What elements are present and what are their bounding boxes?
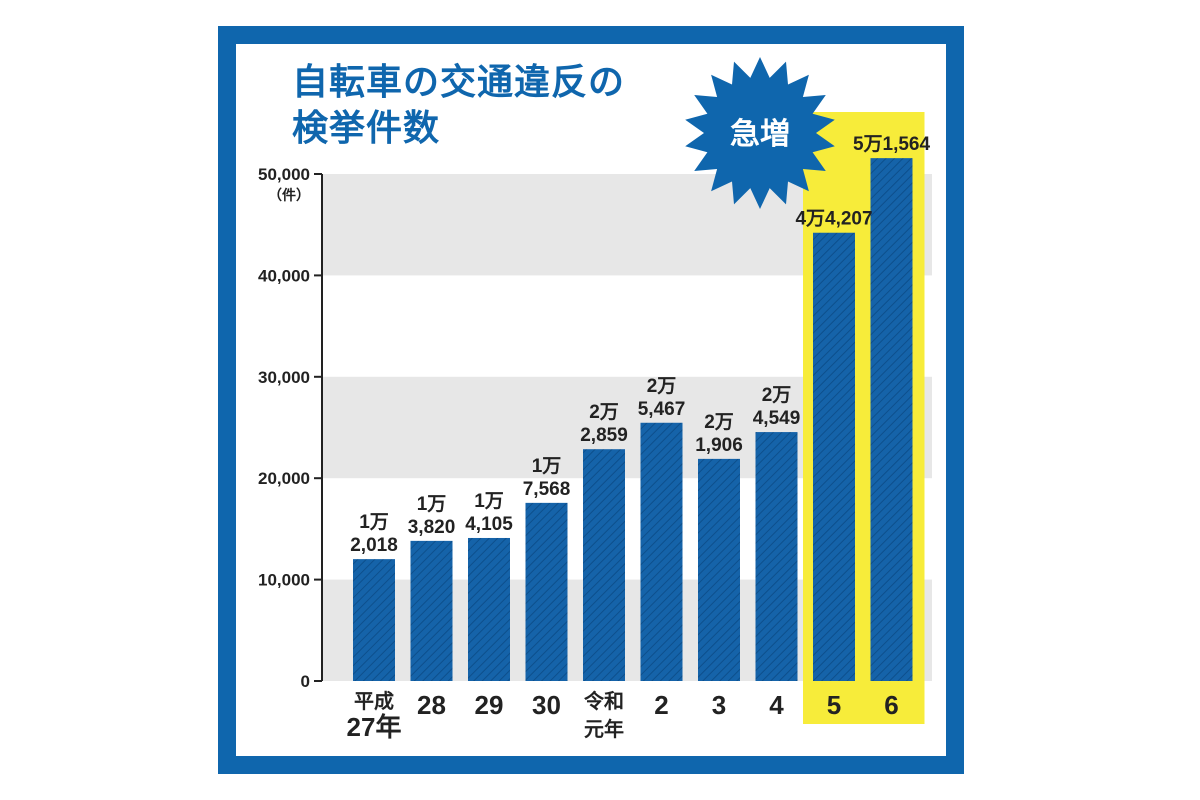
x-tick-label: 27年 (347, 712, 402, 742)
x-tick-label: 令和 (584, 689, 624, 713)
chart-title-line-1: 自転車の交通違反の (292, 62, 626, 103)
callout-burst: 急増 (685, 57, 835, 209)
x-tick-label: 2 (654, 690, 668, 720)
y-tick-label: 50,000 (258, 165, 310, 184)
bars (353, 158, 913, 681)
bar (698, 458, 740, 681)
data-label: 4,549 (753, 408, 801, 429)
data-label: 1万 (417, 494, 447, 515)
y-tick-label: 20,000 (258, 469, 310, 488)
bar (755, 432, 798, 681)
data-label: 3,820 (408, 517, 456, 538)
x-tick-label: 5 (827, 690, 841, 720)
data-labels: 1万2,0181万3,8201万4,1051万7,5682万2,8592万5,4… (350, 134, 930, 556)
data-label: 4万4,207 (795, 209, 872, 230)
data-label: 5万1,564 (853, 134, 931, 155)
data-label: 1,906 (695, 435, 743, 456)
x-tick-label: 28 (417, 690, 446, 720)
y-tick-label: 10,000 (258, 571, 310, 590)
data-label: 7,568 (523, 479, 571, 500)
bar (525, 502, 568, 681)
y-axis-unit: （件） (268, 187, 310, 204)
data-label: 2万 (704, 412, 734, 433)
bar (468, 537, 510, 681)
x-tick-label: 平成 (354, 689, 394, 713)
data-label: 1万 (359, 512, 389, 533)
data-label: 2,859 (580, 425, 628, 446)
x-tick-label: 6 (884, 690, 898, 720)
y-tick-label: 30,000 (258, 368, 310, 387)
data-label: 2万 (589, 402, 619, 423)
data-label: 1万 (474, 491, 504, 512)
chart-title: 自転車の交通違反の 検挙件数 (292, 60, 625, 152)
y-tick-label: 0 (301, 672, 310, 691)
data-label: 1万 (532, 456, 562, 477)
bar (353, 559, 395, 681)
data-label: 2,018 (350, 535, 398, 556)
x-tick-label: 4 (769, 690, 784, 720)
bar (813, 232, 855, 681)
data-label: 2万 (647, 376, 677, 397)
data-label: 5,467 (638, 399, 686, 420)
data-label: 2万 (762, 385, 792, 406)
callout-label: 急増 (730, 117, 790, 152)
y-axis: 0 10,000 20,000 30,000 40,000 50,000 （件） (258, 165, 323, 691)
x-tick-label: 29 (475, 690, 504, 720)
bar (583, 449, 625, 681)
y-tick-label: 40,000 (258, 266, 310, 285)
chart-title-line-2: 検挙件数 (292, 108, 441, 149)
bar (870, 158, 913, 681)
x-tick-label: 30 (532, 690, 561, 720)
data-label: 4,105 (465, 514, 513, 535)
x-tick-label: 3 (712, 690, 726, 720)
bar (640, 422, 683, 681)
starburst-icon (685, 57, 835, 209)
x-tick-label: 元年 (584, 717, 624, 741)
bar (410, 540, 453, 681)
